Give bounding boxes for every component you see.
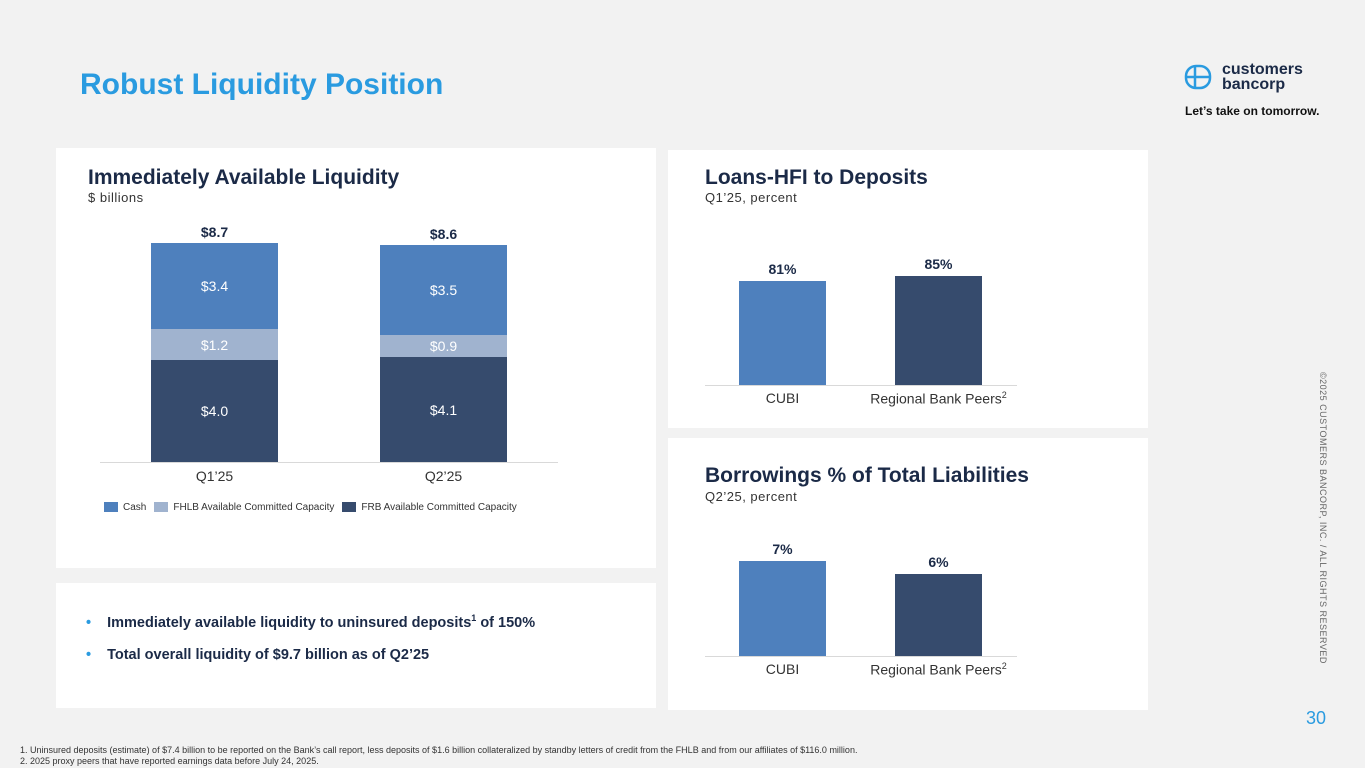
data-label: 85% <box>924 256 953 273</box>
logo-icon <box>1184 64 1212 90</box>
copyright: ©2025 CUSTOMERS BANCORP, INC. / ALL RIGH… <box>1318 372 1328 664</box>
footnote-1: 1. Uninsured deposits (estimate) of $7.4… <box>20 745 858 755</box>
footnote-2: 2. 2025 proxy peers that have reported e… <box>20 756 319 766</box>
page-number: 30 <box>1306 708 1327 728</box>
bar-segment: $3.5 <box>380 245 507 335</box>
data-label: 7% <box>772 540 793 557</box>
chart2-axis <box>705 385 1017 386</box>
category-label: Regional Bank Peers2 <box>870 390 1007 407</box>
chart3-subtitle: Q2’25, percent <box>705 489 798 504</box>
chart1-axis <box>100 462 558 463</box>
bar <box>895 276 982 385</box>
chart3-axis <box>705 656 1017 657</box>
bar-segment: $3.4 <box>151 242 278 330</box>
category-label: CUBI <box>765 661 800 677</box>
total-label: $8.6 <box>429 226 458 243</box>
data-label: 81% <box>768 261 797 278</box>
chart3-title: Borrowings % of Total Liabilities <box>705 464 1029 487</box>
category-label: CUBI <box>765 390 800 406</box>
chart1-legend: Cash FHLB Available Committed Capacity F… <box>104 502 517 513</box>
legend-frb: FRB Available Committed Capacity <box>342 502 517 513</box>
bar-segment: $4.1 <box>380 357 507 462</box>
logo: customers bancorp <box>1184 61 1303 93</box>
page-title: Robust Liquidity Position <box>80 68 444 101</box>
data-label: 6% <box>928 554 949 571</box>
bullet-1: • Immediately available liquidity to unin… <box>86 613 536 631</box>
chart2-title: Loans-HFI to Deposits <box>705 166 928 189</box>
tagline: Let’s take on tomorrow. <box>1185 104 1320 118</box>
bullets-panel <box>56 583 656 708</box>
category-label: Regional Bank Peers2 <box>870 661 1007 678</box>
logo-line2: bancorp <box>1222 76 1286 93</box>
logo-line1: customers <box>1222 61 1303 78</box>
total-label: $8.7 <box>200 223 229 240</box>
chart1-title: Immediately Available Liquidity <box>88 166 400 189</box>
bar <box>739 560 826 656</box>
bar <box>739 281 826 385</box>
bar-segment: $4.0 <box>151 360 278 462</box>
chart2-subtitle: Q1’25, percent <box>705 190 798 205</box>
category-label: Q2’25 <box>424 468 463 484</box>
bar-segment: $1.2 <box>151 329 278 360</box>
bar-segment: $0.9 <box>380 334 507 358</box>
category-label: Q1’25 <box>195 468 234 484</box>
chart1-subtitle: $ billions <box>88 190 144 205</box>
legend-fhlb: FHLB Available Committed Capacity <box>154 502 334 513</box>
bullet-2: • Total overall liquidity of $9.7 billion… <box>86 647 430 663</box>
bar <box>895 574 982 656</box>
legend-cash: Cash <box>104 502 146 513</box>
